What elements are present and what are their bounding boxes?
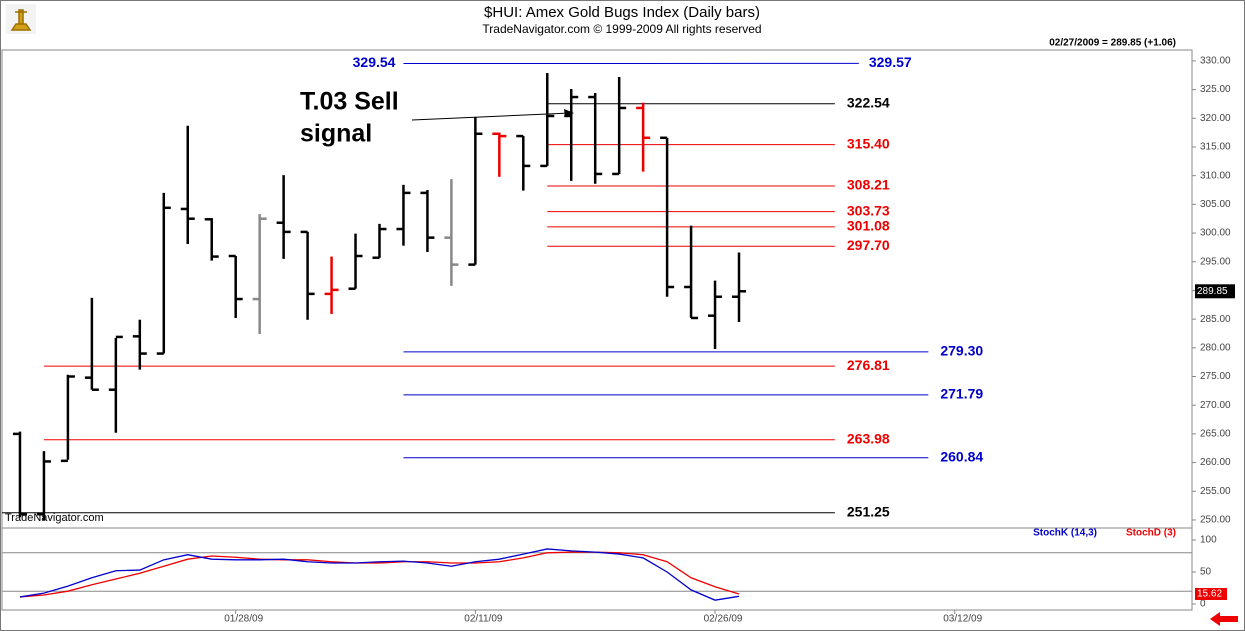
y-tick-label: 310.00 [1200, 170, 1231, 181]
level-label: 315.40 [847, 135, 890, 151]
stoch-line [19, 551, 740, 598]
stoch-panel [1, 527, 1193, 611]
y-tick-label: 320.00 [1200, 113, 1231, 124]
y-tick-label: 50 [1200, 567, 1212, 578]
watermark: TradeNavigator.com [5, 512, 104, 524]
level-label: 297.70 [847, 237, 890, 253]
legend-label: StochD (3) [1126, 528, 1176, 539]
x-tick-label: 02/26/09 [704, 614, 743, 625]
x-tick-label: 01/28/09 [224, 614, 263, 625]
last-price-label: 289.85 [1197, 286, 1228, 297]
level-label: 308.21 [847, 177, 890, 193]
y-tick-label: 305.00 [1200, 199, 1231, 210]
chart-subtitle: TradeNavigator.com © 1999-2009 All right… [482, 22, 761, 36]
level-label: 329.54 [353, 54, 396, 70]
level-label: 260.84 [940, 448, 983, 464]
y-tick-label: 260.00 [1200, 457, 1231, 468]
logo [6, 4, 36, 34]
level-label: 279.30 [940, 343, 983, 359]
last-value-box [1195, 587, 1227, 600]
level-label: 301.08 [847, 218, 890, 234]
level-label: 329.57 [869, 54, 912, 70]
y-tick-label: 295.00 [1200, 256, 1231, 267]
legend-label: StochK (14,3) [1033, 528, 1097, 539]
y-tick-label: 265.00 [1200, 429, 1231, 440]
y-tick-label: 250.00 [1200, 515, 1231, 526]
y-tick-label: 100 [1200, 535, 1217, 546]
y-tick-label: 0 [1200, 599, 1206, 610]
x-tick-label: 03/12/09 [943, 614, 982, 625]
y-tick-label: 255.00 [1200, 486, 1231, 497]
chart-title: $HUI: Amex Gold Bugs Index (Daily bars) [484, 4, 760, 21]
level-label: 303.73 [847, 202, 890, 218]
last-value-label: 15.62 [1197, 589, 1222, 600]
level-label: 271.79 [940, 386, 983, 402]
y-tick-label: 330.00 [1200, 56, 1231, 67]
level-label: 263.98 [847, 430, 890, 446]
y-tick-label: 325.00 [1200, 84, 1231, 95]
annotation: T.03 Sell [300, 88, 399, 116]
x-tick-label: 02/11/09 [464, 614, 503, 625]
y-tick-label: 270.00 [1200, 400, 1231, 411]
level-label: 322.54 [847, 94, 890, 110]
y-tick-label: 315.00 [1200, 142, 1231, 153]
scroll-arrow[interactable] [1210, 612, 1238, 626]
y-tick-label: 280.00 [1200, 342, 1231, 353]
last-price-box [1195, 284, 1235, 299]
stoch-line [19, 548, 740, 601]
y-tick-label: 300.00 [1200, 228, 1231, 239]
y-tick-label: 285.00 [1200, 314, 1231, 325]
level-label: 251.25 [847, 503, 890, 519]
y-tick-label: 275.00 [1200, 371, 1231, 382]
info-label: 02/27/2009 = 289.85 (+1.06) [1049, 38, 1176, 49]
level-label: 276.81 [847, 357, 890, 373]
annotation: signal [300, 120, 372, 148]
